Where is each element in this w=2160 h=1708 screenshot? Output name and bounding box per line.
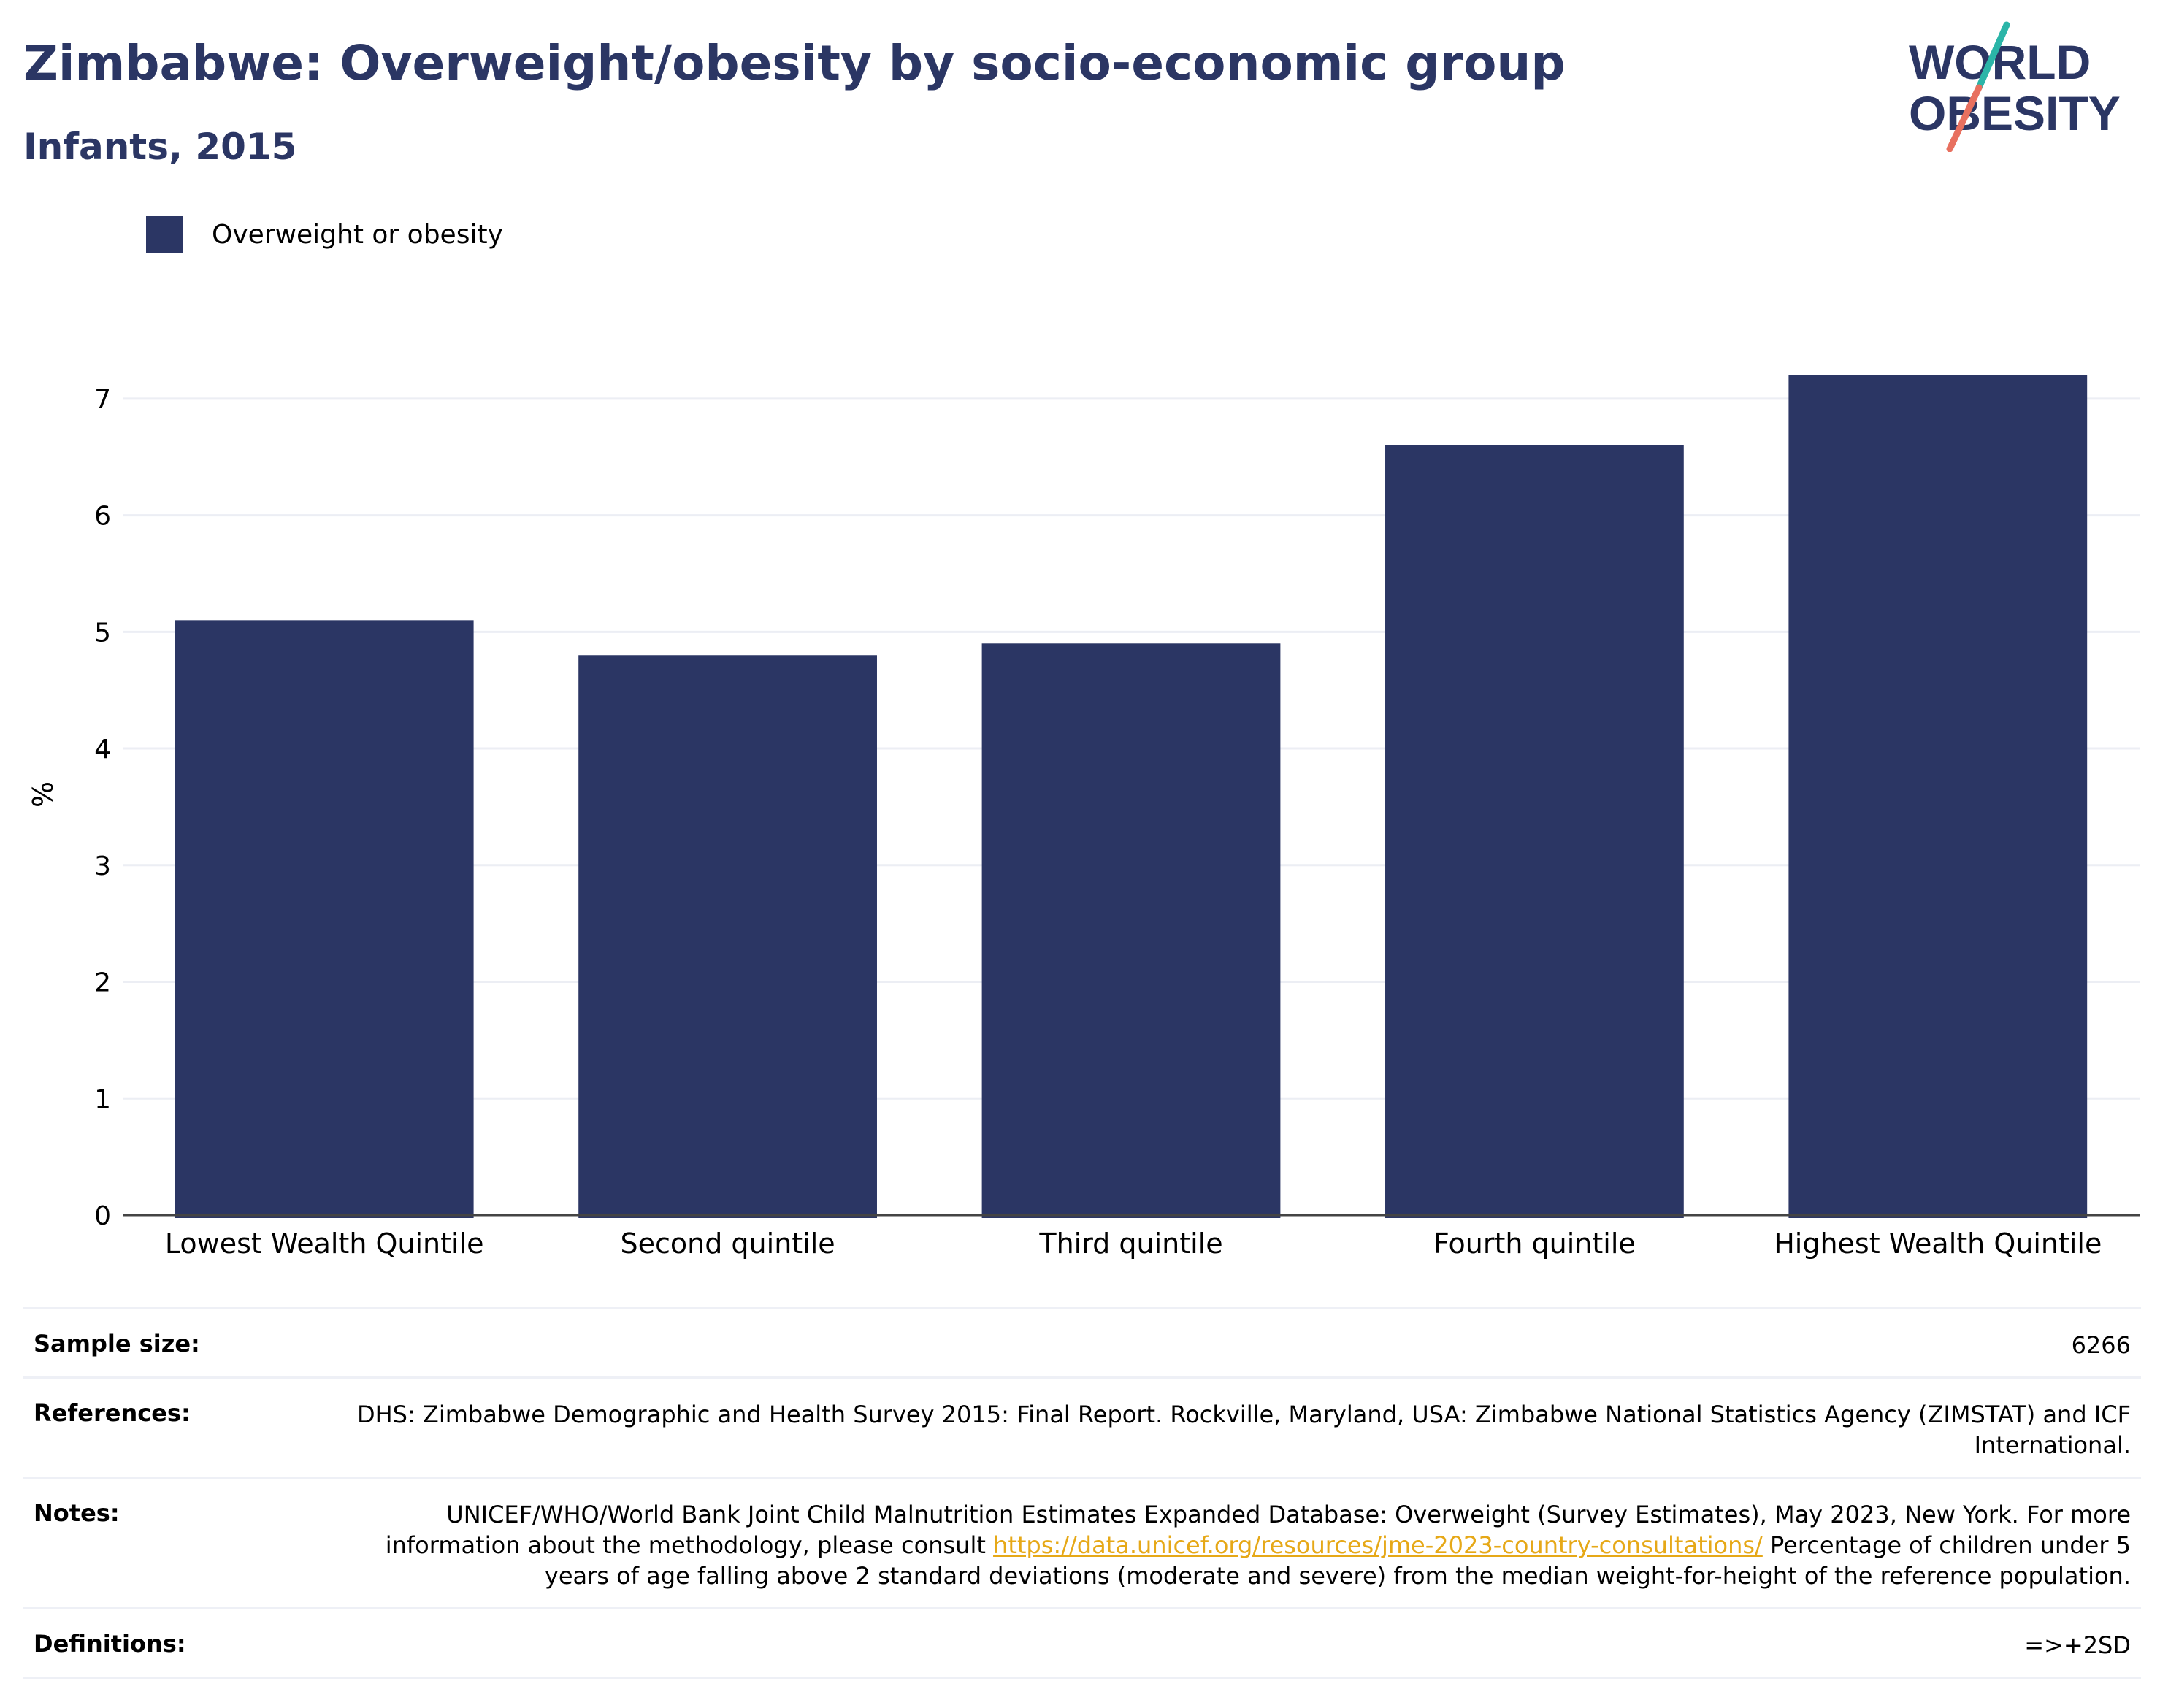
y-tick-label: 2 <box>94 968 111 998</box>
bar <box>1788 375 2088 1218</box>
references-value: DHS: Zimbabwe Demographic and Health Sur… <box>356 1401 2131 1459</box>
x-tick-label: Lowest Wealth Quintile <box>165 1228 484 1260</box>
y-tick-label: 3 <box>94 851 111 881</box>
y-axis-label: % <box>27 781 59 808</box>
notes-link[interactable]: https://data.unicef.org/resources/jme-20… <box>993 1531 1763 1559</box>
sample-size-value: 6266 <box>2071 1331 2131 1359</box>
x-tick-label: Second quintile <box>621 1228 835 1260</box>
y-tick-label: 4 <box>94 735 111 765</box>
metadata-table: Sample size: 6266 References: DHS: Zimba… <box>23 1307 2141 1679</box>
logo-line2: OBESITY <box>1909 86 2121 140</box>
legend-label: Overweight or obesity <box>212 219 503 250</box>
y-tick-label: 7 <box>94 385 111 415</box>
references-row: References: DHS: Zimbabwe Demographic an… <box>23 1376 2141 1477</box>
bar <box>1385 445 1684 1218</box>
y-tick-label: 5 <box>94 618 111 648</box>
chart-title: Zimbabwe: Overweight/obesity by socio-ec… <box>23 35 1566 91</box>
notes-text-2: Percentage of children under 5 years of … <box>544 1531 2131 1590</box>
x-tick-label: Third quintile <box>1038 1228 1222 1260</box>
world-obesity-logo: WORLD OBESITY <box>1909 21 2121 152</box>
bar <box>981 643 1281 1218</box>
bar <box>578 655 877 1218</box>
references-label: References: <box>34 1399 191 1427</box>
y-tick-label: 6 <box>94 502 111 532</box>
y-tick-label: 1 <box>94 1084 111 1114</box>
legend: Overweight or obesity <box>146 216 503 253</box>
axes: 0 1 2 3 4 5 6 7 Lowest Wealth Quintile Second qui… <box>94 385 2140 1260</box>
notes-text-1: UNICEF/WHO/World Bank Joint Child Malnut… <box>385 1501 2131 1559</box>
y-tick-label: 0 <box>94 1201 111 1231</box>
bar-chart: 0 1 2 3 4 5 6 7 Lowest Wealth Quintile Second qui… <box>27 375 2140 1260</box>
notes-row: Notes: UNICEF/WHO/World Bank Joint Child… <box>23 1477 2141 1607</box>
legend-swatch <box>146 216 183 253</box>
x-tick-label: Highest Wealth Quintile <box>1774 1228 2102 1260</box>
definitions-value: =>+2SD <box>2024 1631 2131 1659</box>
sample-size-row: Sample size: 6266 <box>23 1307 2141 1376</box>
notes-value: UNICEF/WHO/World Bank Joint Child Malnut… <box>349 1499 2131 1591</box>
definitions-label: Definitions: <box>34 1630 186 1658</box>
definitions-row: Definitions: =>+2SD <box>23 1607 2141 1679</box>
sample-size-label: Sample size: <box>34 1330 200 1357</box>
x-tick-label: Fourth quintile <box>1433 1228 1636 1260</box>
notes-label: Notes: <box>34 1499 120 1527</box>
bar <box>175 620 474 1218</box>
bars <box>175 375 2088 1218</box>
chart-subtitle: Infants, 2015 <box>23 126 297 168</box>
